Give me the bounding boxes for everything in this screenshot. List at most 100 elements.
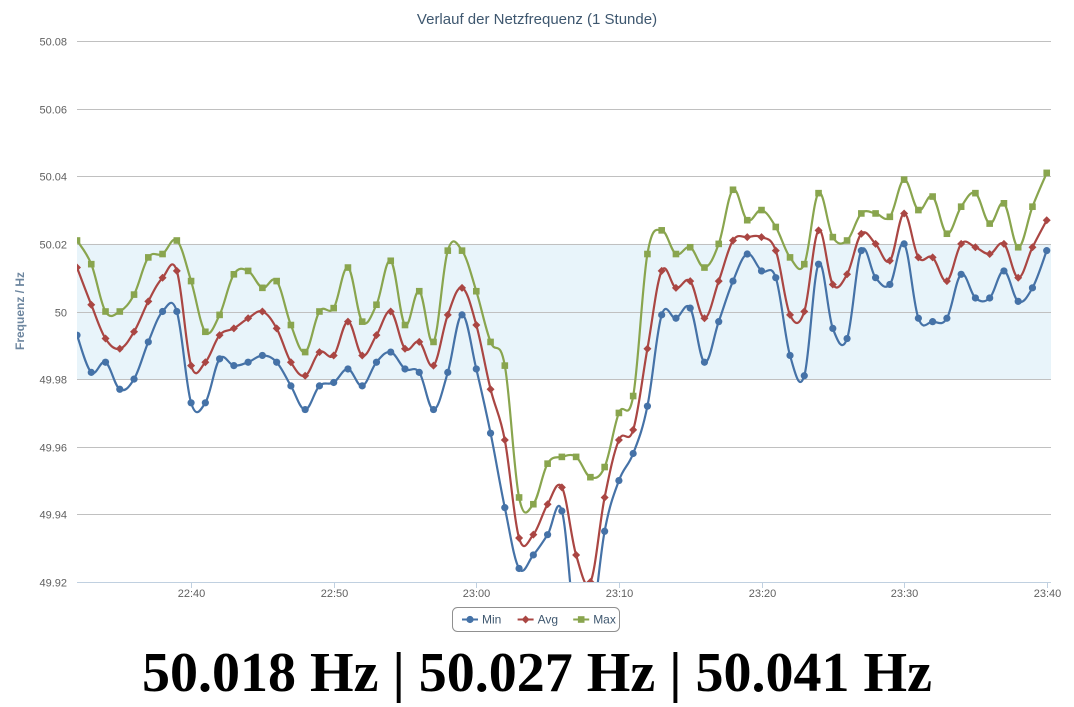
data-point-max	[658, 227, 665, 234]
data-point-min	[558, 507, 566, 515]
data-point-avg	[286, 358, 295, 367]
data-point-min	[458, 311, 466, 319]
data-point-min	[116, 385, 124, 393]
data-point-avg	[400, 344, 409, 353]
data-point-min	[330, 378, 338, 387]
data-point-avg	[201, 358, 210, 367]
data-point-avg	[115, 344, 124, 353]
data-point-avg	[187, 361, 196, 370]
data-point-min	[843, 334, 851, 343]
data-point-avg	[657, 266, 666, 275]
data-point-min	[829, 324, 837, 333]
data-point-avg	[857, 229, 866, 238]
data-point-max	[558, 453, 566, 461]
y-axis-label: Frequenz / Hz	[13, 272, 27, 350]
legend-item-avg[interactable]: Avg	[517, 613, 558, 627]
data-point-min	[401, 365, 409, 373]
data-point-min	[800, 372, 808, 380]
legend-label: Max	[593, 613, 616, 627]
data-point-avg	[800, 307, 809, 316]
data-point-avg	[814, 226, 823, 235]
y-tick-label: 50.02	[39, 240, 67, 252]
data-point-max	[900, 176, 908, 183]
data-point-max	[515, 494, 523, 501]
legend-marker	[577, 616, 585, 623]
data-point-max	[287, 321, 295, 329]
data-point-min	[786, 351, 794, 360]
chart-title: Verlauf der Netzfrequenz (1 Stunde)	[417, 11, 657, 28]
data-point-min	[943, 314, 951, 322]
data-point-min	[715, 318, 723, 326]
data-point-avg	[900, 209, 909, 218]
data-point-avg	[87, 300, 96, 309]
data-point-min	[415, 368, 423, 376]
series-avg	[77, 209, 1051, 582]
data-point-min	[201, 399, 209, 407]
data-point-min	[230, 362, 238, 370]
data-point-min	[544, 531, 552, 539]
data-point-avg	[415, 337, 424, 346]
readout-avg: 50.027 Hz	[418, 642, 656, 704]
data-point-avg	[172, 266, 181, 275]
legend-item-min[interactable]: Min	[462, 613, 501, 627]
data-point-avg	[472, 321, 481, 330]
target-band	[77, 243, 1051, 380]
data-point-min	[187, 399, 195, 407]
data-point-max	[145, 254, 152, 261]
data-point-max	[401, 321, 409, 329]
data-point-min	[686, 304, 694, 312]
x-tick-label: 23:20	[749, 588, 777, 600]
data-point-max	[758, 206, 765, 214]
y-tick-label: 50.04	[39, 172, 67, 184]
data-point-min	[258, 351, 266, 360]
data-point-min	[929, 318, 937, 326]
legend-item-max[interactable]: Max	[573, 613, 616, 627]
data-point-min	[615, 476, 623, 485]
data-point-min	[857, 247, 865, 255]
series-min	[77, 240, 1051, 582]
data-point-avg	[272, 324, 281, 333]
data-point-avg	[1014, 273, 1023, 282]
data-point-max	[815, 189, 822, 197]
data-point-min	[158, 307, 167, 316]
y-tick-label: 49.94	[39, 510, 67, 522]
grid-lines	[77, 41, 1051, 583]
data-point-min	[814, 260, 823, 268]
data-point-max	[672, 250, 680, 258]
data-point-avg	[158, 273, 167, 282]
plot-band-rect	[77, 243, 1051, 380]
data-point-max	[1000, 200, 1008, 207]
data-point-avg	[486, 385, 495, 394]
data-point-min	[515, 564, 523, 573]
data-point-min	[344, 365, 352, 373]
data-point-avg	[543, 500, 552, 509]
data-point-min	[743, 250, 751, 258]
data-point-max	[458, 247, 466, 254]
data-point-max	[943, 230, 951, 238]
data-point-max	[986, 220, 993, 227]
data-point-avg	[843, 270, 852, 279]
legend[interactable]: Min Avg Max	[452, 607, 620, 632]
data-point-max	[159, 250, 166, 258]
data-point-min	[444, 368, 452, 376]
data-point-max	[1029, 203, 1036, 210]
data-point-avg	[343, 317, 352, 326]
data-point-max	[316, 308, 323, 315]
data-point-max	[130, 291, 138, 298]
data-point-max	[772, 223, 780, 231]
data-point-avg	[130, 327, 139, 336]
data-point-max	[358, 318, 366, 325]
data-point-min	[301, 405, 309, 414]
data-point-avg	[358, 351, 367, 360]
data-point-max	[344, 264, 352, 271]
data-point-max	[530, 500, 537, 508]
data-point-avg	[144, 297, 153, 306]
data-point-max	[187, 277, 195, 285]
data-point-avg	[600, 493, 609, 502]
data-point-min	[387, 348, 395, 356]
data-point-max	[444, 247, 452, 254]
data-point-min	[244, 358, 252, 366]
data-point-avg	[258, 307, 267, 316]
data-point-max	[915, 206, 922, 214]
data-point-min	[957, 270, 965, 278]
